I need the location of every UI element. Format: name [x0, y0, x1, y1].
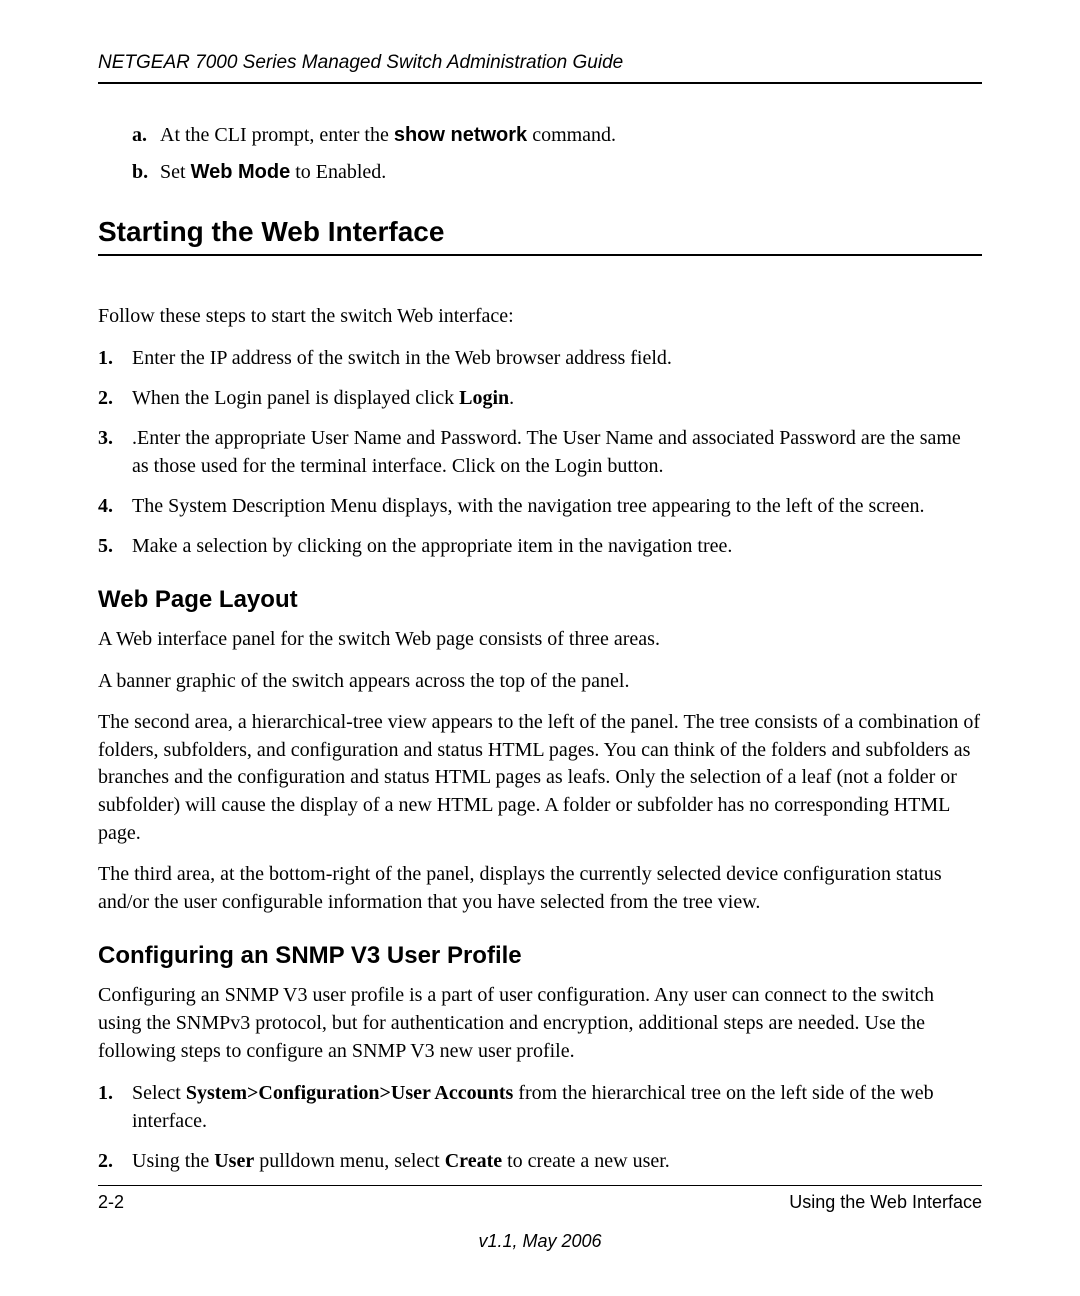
footer-chapter: Using the Web Interface: [789, 1192, 982, 1213]
list-item: a.At the CLI prompt, enter the show netw…: [132, 120, 982, 151]
num-marker: 2.: [98, 1147, 132, 1175]
list-marker-b: b.: [132, 157, 160, 188]
page: NETGEAR 7000 Series Managed Switch Admin…: [0, 0, 1080, 1296]
section-heading-starting: Starting the Web Interface: [98, 216, 982, 256]
list-item: 2.When the Login panel is displayed clic…: [132, 384, 982, 412]
alpha-list: a.At the CLI prompt, enter the show netw…: [98, 120, 982, 188]
footer-page-number: 2-2: [98, 1192, 124, 1213]
bold-text: Login: [459, 387, 509, 409]
text: Enter the IP address of the switch in th…: [132, 347, 672, 369]
list-marker-a: a.: [132, 120, 160, 151]
page-header: NETGEAR 7000 Series Managed Switch Admin…: [98, 52, 982, 84]
header-title: NETGEAR 7000 Series Managed Switch Admin…: [98, 52, 623, 73]
footer-version: v1.1, May 2006: [98, 1231, 982, 1252]
body-text: The third area, at the bottom-right of t…: [98, 861, 982, 916]
num-marker: 1.: [98, 1079, 132, 1107]
list-item: 5.Make a selection by clicking on the ap…: [132, 532, 982, 560]
command-text: show network: [394, 124, 527, 146]
bold-text: User: [214, 1150, 254, 1172]
body-text: A Web interface panel for the switch Web…: [98, 626, 982, 654]
list-item: 2.Using the User pulldown menu, select C…: [132, 1147, 982, 1175]
text: pulldown menu, select: [254, 1150, 445, 1172]
body-text: A banner graphic of the switch appears a…: [98, 668, 982, 696]
list-item: 1.Select System>Configuration>User Accou…: [132, 1079, 982, 1135]
text: Select: [132, 1082, 186, 1104]
text: At the CLI prompt, enter the: [160, 124, 394, 146]
text: .: [509, 387, 514, 409]
num-marker: 5.: [98, 532, 132, 560]
intro-text: Follow these steps to start the switch W…: [98, 302, 982, 330]
subheading-snmp-v3: Configuring an SNMP V3 User Profile: [98, 942, 982, 970]
bold-text: Create: [445, 1150, 502, 1172]
text: to Enabled.: [290, 161, 386, 183]
text: Using the: [132, 1150, 214, 1172]
text: When the Login panel is displayed click: [132, 387, 459, 409]
subheading-web-page-layout: Web Page Layout: [98, 586, 982, 614]
body-text: Configuring an SNMP V3 user profile is a…: [98, 982, 982, 1065]
text: Set: [160, 161, 191, 183]
footer-rule: [98, 1185, 982, 1186]
num-marker: 3.: [98, 424, 132, 452]
numbered-list-2: 1.Select System>Configuration>User Accou…: [98, 1079, 982, 1175]
text: command.: [527, 124, 616, 146]
text: The System Description Menu displays, wi…: [132, 495, 925, 517]
bold-text: System>Configuration>User Accounts: [186, 1082, 513, 1104]
num-marker: 4.: [98, 492, 132, 520]
list-item: 4.The System Description Menu displays, …: [132, 492, 982, 520]
num-marker: 1.: [98, 344, 132, 372]
body-text: The second area, a hierarchical-tree vie…: [98, 709, 982, 847]
page-footer: 2-2 Using the Web Interface v1.1, May 20…: [98, 1185, 982, 1252]
bold-text: Web Mode: [191, 161, 291, 183]
text: .Enter the appropriate User Name and Pas…: [132, 427, 961, 477]
numbered-list-1: 1.Enter the IP address of the switch in …: [98, 344, 982, 560]
list-item: 1.Enter the IP address of the switch in …: [132, 344, 982, 372]
text: to create a new user.: [502, 1150, 670, 1172]
text: Make a selection by clicking on the appr…: [132, 535, 732, 557]
list-item: b.Set Web Mode to Enabled.: [132, 157, 982, 188]
num-marker: 2.: [98, 384, 132, 412]
footer-row: 2-2 Using the Web Interface: [98, 1192, 982, 1213]
list-item: 3..Enter the appropriate User Name and P…: [132, 424, 982, 480]
